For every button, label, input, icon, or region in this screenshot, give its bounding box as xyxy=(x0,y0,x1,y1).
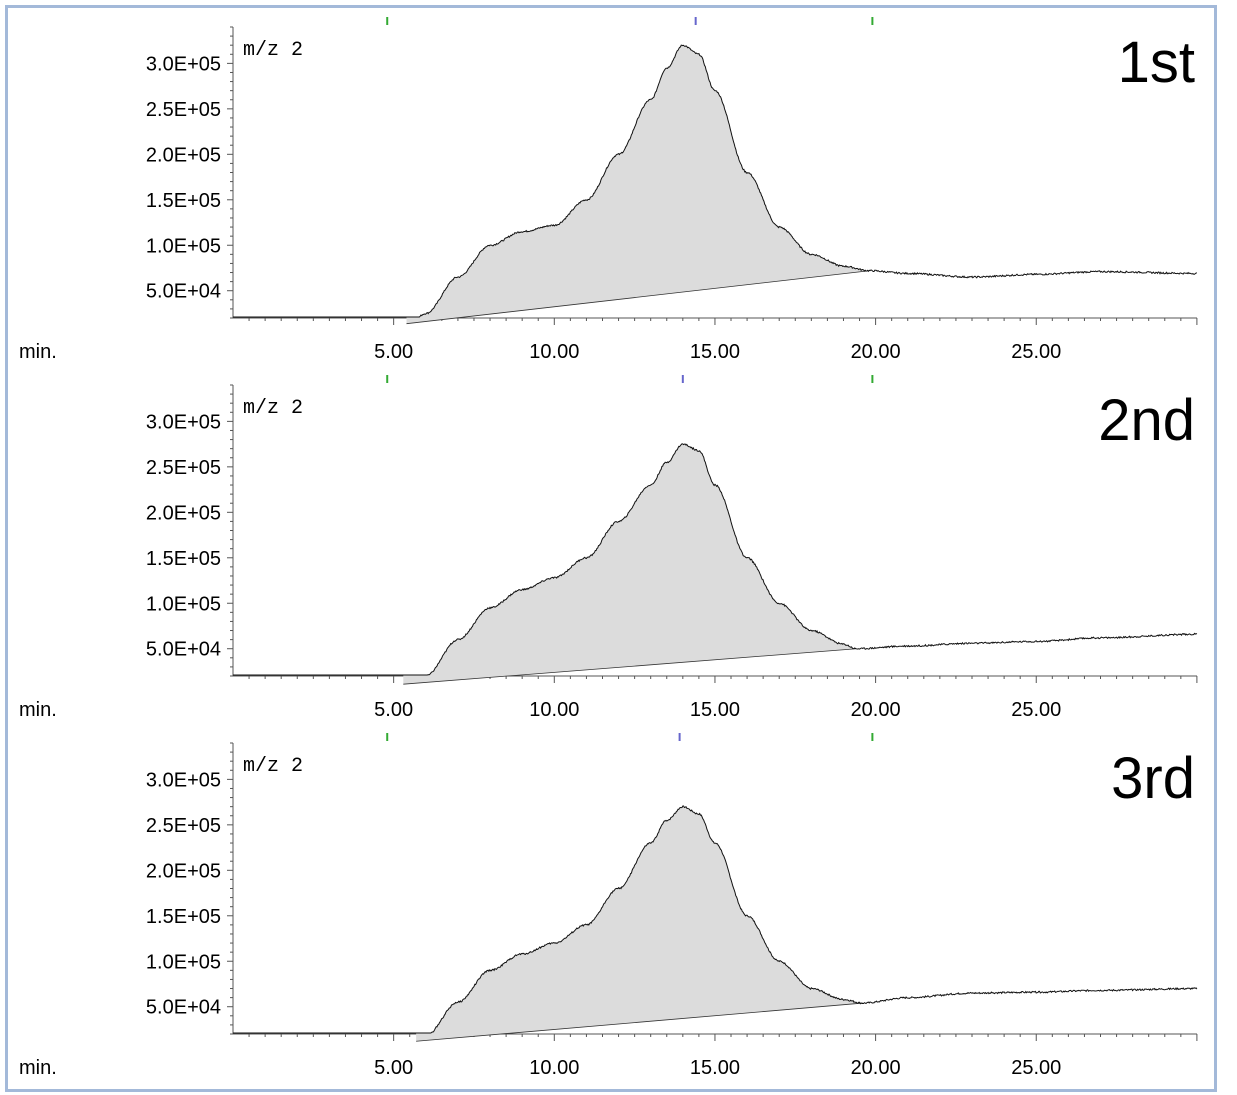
y-tick-label: 5.0E+04 xyxy=(146,281,221,303)
run-label: 2nd xyxy=(1098,388,1195,453)
integrated-peak-area xyxy=(403,443,857,685)
x-tick-label: 15.00 xyxy=(690,699,740,721)
x-tick-label: 5.00 xyxy=(374,699,413,721)
y-tick-label: 2.0E+05 xyxy=(146,860,221,882)
y-tick-label: 1.5E+05 xyxy=(146,548,221,570)
x-tick-label: 20.00 xyxy=(851,1057,901,1079)
y-tick-label: 1.0E+05 xyxy=(146,235,221,257)
y-tick-label: 3.0E+05 xyxy=(146,53,221,75)
y-tick-label: 1.5E+05 xyxy=(146,190,221,212)
run-label: 1st xyxy=(1118,30,1195,95)
y-tick-label: 5.0E+04 xyxy=(146,639,221,661)
x-tick-label: 20.00 xyxy=(851,699,901,721)
y-tick-label: 1.0E+05 xyxy=(146,951,221,973)
y-tick-label: 2.5E+05 xyxy=(146,457,221,479)
x-unit-label: min. xyxy=(19,341,57,363)
trace-label: m/z 2 xyxy=(243,755,303,778)
trace-label: m/z 2 xyxy=(243,397,303,420)
y-tick-label: 1.5E+05 xyxy=(146,906,221,928)
integrated-peak-area xyxy=(416,806,863,1042)
integration-baseline xyxy=(403,648,857,685)
y-tick-label: 2.5E+05 xyxy=(146,99,221,121)
y-tick-label: 2.0E+05 xyxy=(146,144,221,166)
chromatogram-panel-3: 5.0E+04 1.0E+05 1.5E+05 2.0E+05 2.5E+05 3.0E+… xyxy=(0,716,1237,1079)
x-unit-label: min. xyxy=(19,699,57,721)
chromatogram-trace xyxy=(233,443,1198,676)
x-tick-label: 25.00 xyxy=(1011,341,1061,363)
x-tick-label: 15.00 xyxy=(690,1057,740,1079)
chromatogram-trace xyxy=(233,44,1197,318)
x-tick-label: 10.00 xyxy=(529,341,579,363)
integration-baseline xyxy=(416,1002,863,1042)
run-label: 3rd xyxy=(1111,746,1195,811)
y-tick-label: 3.0E+05 xyxy=(146,769,221,791)
chart-1: 5.0E+04 1.0E+05 1.5E+05 2.0E+05 2.5E+05 3.0E+… xyxy=(19,17,1198,363)
x-tick-label: 25.00 xyxy=(1011,1057,1061,1079)
y-tick-label: 1.0E+05 xyxy=(146,593,221,615)
x-tick-label: 15.00 xyxy=(690,341,740,363)
y-tick-label: 2.0E+05 xyxy=(146,502,221,524)
integration-baseline xyxy=(406,270,870,325)
x-unit-label: min. xyxy=(19,1057,57,1079)
y-tick-label: 2.5E+05 xyxy=(146,815,221,837)
x-tick-label: 20.00 xyxy=(851,341,901,363)
y-tick-label: 5.0E+04 xyxy=(146,997,221,1019)
chart-2: 5.0E+04 1.0E+05 1.5E+05 2.0E+05 2.5E+05 3.0E+… xyxy=(19,375,1198,721)
trace-label: m/z 2 xyxy=(243,39,303,62)
chromatogram-panel-1: 5.0E+04 1.0E+05 1.5E+05 2.0E+05 2.5E+05 3.0E+… xyxy=(0,0,1237,363)
x-tick-label: 10.00 xyxy=(529,1057,579,1079)
x-tick-label: 5.00 xyxy=(374,1057,413,1079)
integrated-peak-area xyxy=(406,45,870,324)
chromatogram-trace xyxy=(233,805,1198,1034)
chart-3: 5.0E+04 1.0E+05 1.5E+05 2.0E+05 2.5E+05 3.0E+… xyxy=(19,733,1198,1079)
x-tick-label: 10.00 xyxy=(529,699,579,721)
x-tick-label: 25.00 xyxy=(1011,699,1061,721)
chromatogram-panel-2: 5.0E+04 1.0E+05 1.5E+05 2.0E+05 2.5E+05 3.0E+… xyxy=(0,358,1237,721)
x-tick-label: 5.00 xyxy=(374,341,413,363)
y-tick-label: 3.0E+05 xyxy=(146,411,221,433)
